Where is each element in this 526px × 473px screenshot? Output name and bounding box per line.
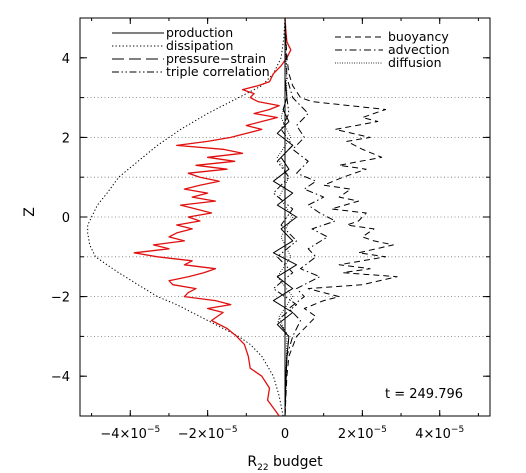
- y-tick-label: −2: [51, 291, 70, 306]
- x-axis-label-sub: 22: [257, 463, 268, 473]
- series-buoyancy: [284, 17, 398, 417]
- y-tick-label: 4: [62, 52, 70, 67]
- legend-label: pressure−strain: [166, 51, 266, 66]
- legend-label: diffusion: [388, 55, 442, 70]
- series-layer: [87, 17, 398, 417]
- series-pressure-strain: [133, 17, 292, 417]
- legend-label: advection: [388, 42, 450, 57]
- series-production: [272, 18, 298, 417]
- series-triple-correlation: [272, 18, 298, 417]
- x-tick-label: −2×10−5: [178, 425, 238, 442]
- x-tick-label: −4×10−5: [100, 425, 160, 442]
- x-tick-label: 2×10−5: [338, 425, 387, 442]
- y-tick-label: 2: [62, 131, 70, 146]
- time-annotation: t = 249.796: [385, 387, 463, 402]
- y-tick-label: 0: [62, 211, 70, 226]
- x-axis-label-main: R: [247, 454, 257, 470]
- axis-ticks: −4×10−5 −2×10−5 0 2×10−5 4×10−5 −4 −2 0 2 4: [51, 17, 490, 442]
- x-axis-label-rest: budget: [269, 454, 324, 470]
- legend-label: dissipation: [166, 38, 233, 53]
- x-axis-label: R22 budget: [247, 454, 323, 473]
- x-tick-label: 4×10−5: [415, 425, 464, 442]
- legend-label: production: [166, 25, 233, 40]
- series-advection: [284, 17, 336, 417]
- series-dissipation: [87, 17, 286, 417]
- x-tick-label: 0: [281, 427, 289, 442]
- legend-label: triple correlation: [166, 64, 270, 79]
- y-axis-label: Z: [22, 207, 38, 217]
- y-tick-label: −4: [51, 370, 70, 385]
- legend: productiondissipationpressure−straintrip…: [112, 25, 450, 79]
- legend-label: buoyancy: [388, 29, 449, 44]
